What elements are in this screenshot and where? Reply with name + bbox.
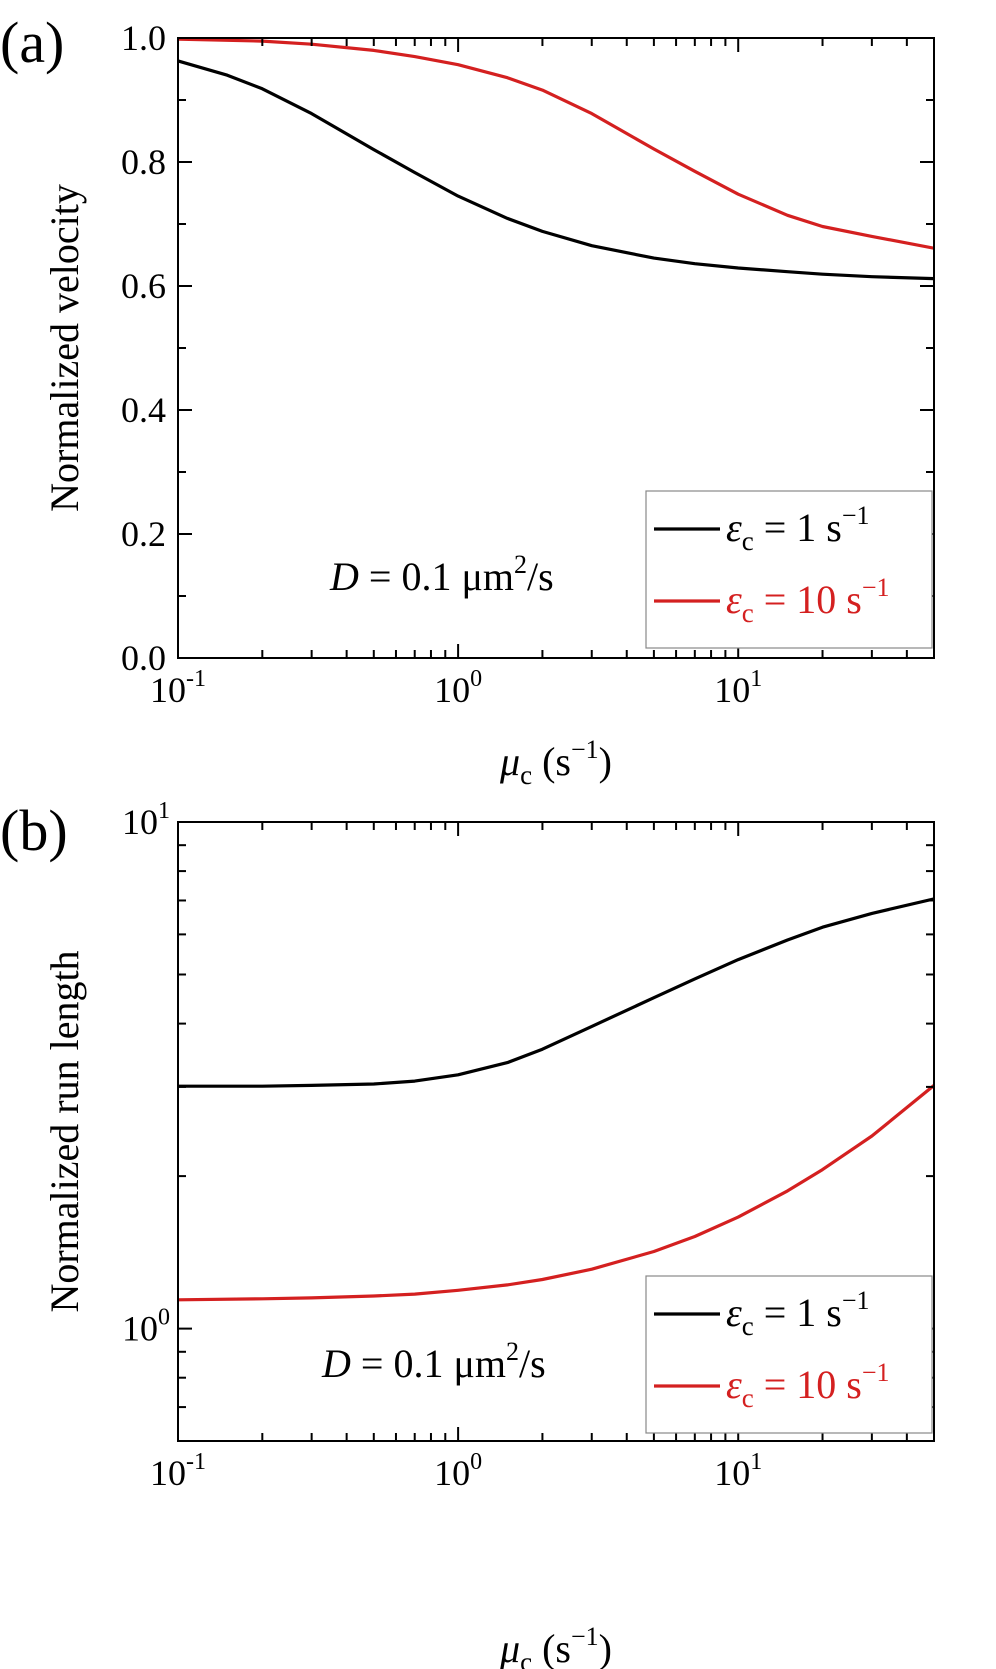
x-tick-label: 10-1 bbox=[150, 1449, 206, 1493]
x-tick-label: 101 bbox=[714, 1449, 762, 1493]
y-axis-title: Normalized velocity bbox=[42, 184, 87, 512]
y-tick-label: 0.4 bbox=[121, 390, 166, 430]
y-tick-label: 100 bbox=[122, 1305, 170, 1349]
y-tick-label: 0.2 bbox=[121, 514, 166, 554]
x-tick-label: 100 bbox=[434, 1449, 482, 1493]
x-tick-label: 100 bbox=[434, 666, 482, 710]
series-line-black bbox=[178, 897, 934, 1088]
panel-b: 10-1 100 101 100 101 (b) Normalized run length… bbox=[0, 798, 935, 1669]
y-axis-title: Normalized run length bbox=[42, 950, 87, 1312]
y-tick-label: 1.0 bbox=[121, 18, 166, 58]
legend-box bbox=[645, 1275, 933, 1434]
plot-frame bbox=[177, 821, 935, 1442]
diffusion-annotation: D = 0.1 μm2/s bbox=[329, 550, 554, 599]
panel-label: (b) bbox=[0, 798, 68, 863]
y-tick-label: 0.0 bbox=[121, 638, 166, 678]
series-line-red bbox=[178, 38, 934, 250]
diffusion-annotation: D = 0.1 μm2/s bbox=[321, 1337, 546, 1386]
legend-label-black: εc = 1 s−1 bbox=[726, 1286, 870, 1341]
x-axis-title: μc (s−1) bbox=[499, 735, 612, 790]
y-tick-label: 101 bbox=[122, 798, 170, 842]
legend-box bbox=[645, 490, 933, 649]
series-line-black bbox=[178, 59, 934, 281]
series-line-red bbox=[178, 1084, 934, 1302]
x-tick-label: 101 bbox=[714, 666, 762, 710]
panel-a: 10-1 100 101 0.0 0.2 0.4 0.6 0.8 1.0 (a) Normalize… bbox=[0, 10, 935, 790]
legend-label-black: εc = 1 s−1 bbox=[726, 501, 870, 556]
y-tick-label: 0.8 bbox=[121, 142, 166, 182]
legend-label-red: εc = 10 s−1 bbox=[726, 1358, 890, 1413]
legend-label-red: εc = 10 s−1 bbox=[726, 573, 890, 628]
y-tick-label: 0.6 bbox=[121, 266, 166, 306]
x-axis-title: μc (s−1) bbox=[499, 1622, 612, 1669]
panel-label: (a) bbox=[0, 10, 64, 75]
x-tick-label: 10-1 bbox=[150, 666, 206, 710]
